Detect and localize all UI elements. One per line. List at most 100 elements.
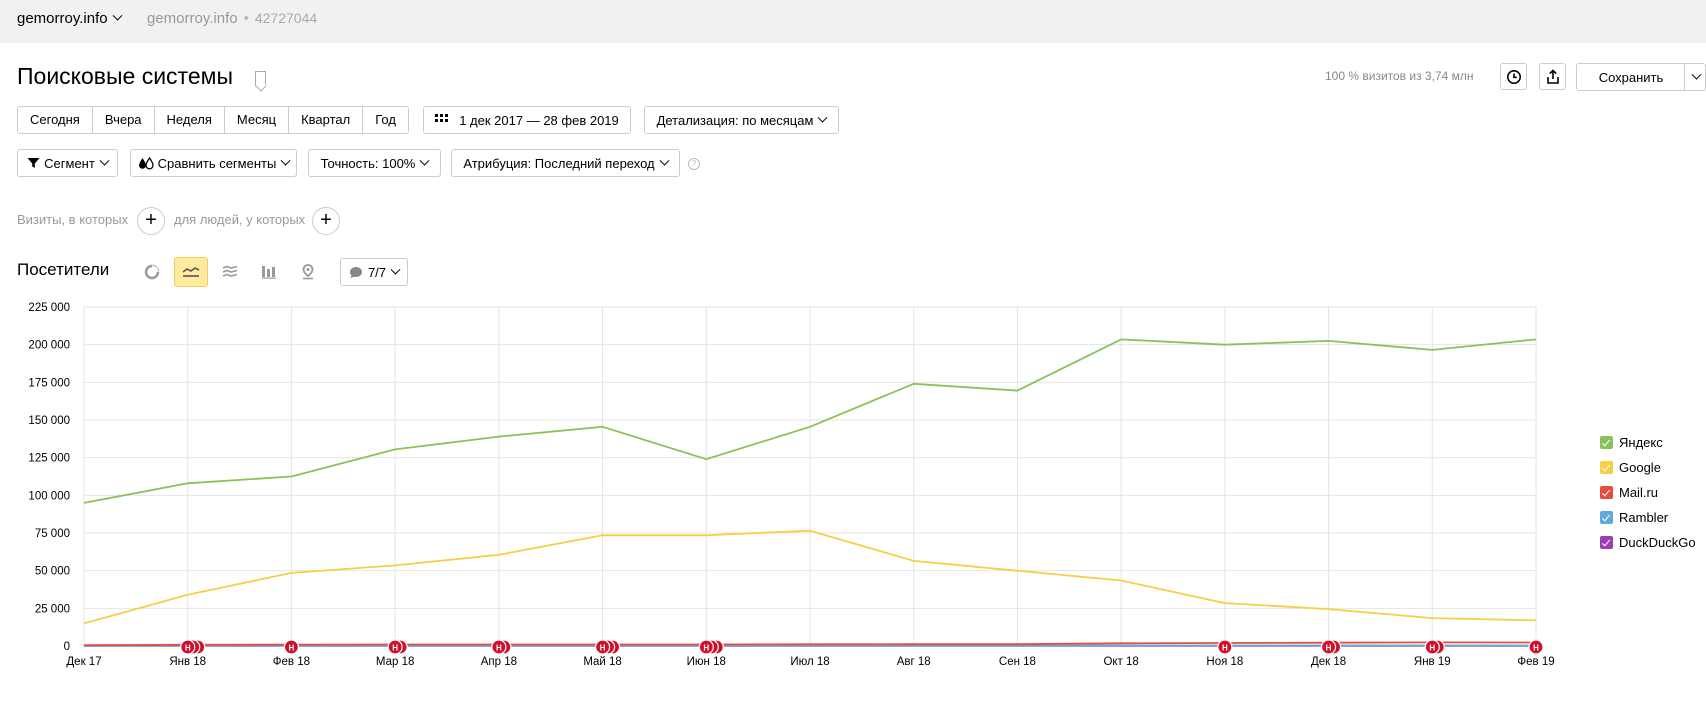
annotation-label: Н [289,644,295,653]
y-tick-label: 25 000 [35,603,70,615]
x-tick-label: Авг 18 [897,656,931,668]
x-tick-label: Фев 19 [1517,656,1554,668]
x-tick-label: Дек 18 [1311,656,1346,668]
clock-icon [1506,69,1521,84]
chevron-down-icon [390,264,401,275]
chevron-down-icon [419,155,430,166]
annotation-label: Н [1533,644,1539,653]
annotation-label: Н [600,644,606,653]
period-today[interactable]: Сегодня [18,107,93,133]
y-tick-label: 175 000 [28,377,70,389]
y-tick-label: 125 000 [28,453,70,465]
segment-dropdown[interactable]: Сегмент [17,149,118,177]
annotation-label: Н [1326,644,1332,653]
period-quarter[interactable]: Квартал [289,107,364,133]
add-people-condition-button[interactable]: + [312,207,340,235]
chart-type-line[interactable] [174,257,208,287]
site-selector[interactable]: gemorroy.info [17,10,123,27]
series-line [83,641,1537,647]
legend-item-yandex[interactable]: Яндекс [1600,430,1696,455]
visits-condition-label: Визиты, в которых [17,212,129,227]
series-line [83,338,1537,504]
line-chart-icon [182,267,200,277]
accuracy-dropdown[interactable]: Точность: 100% [308,149,441,177]
legend-item-google[interactable]: Google [1600,455,1696,480]
share-icon [1546,68,1559,84]
x-tick-label: Май 18 [583,656,622,668]
compare-icon [138,156,154,169]
period-yesterday[interactable]: Вчера [93,107,155,133]
x-tick-label: Июл 18 [790,656,829,668]
y-tick-label: 150 000 [28,415,70,427]
chart-type-area[interactable] [213,257,247,287]
export-button[interactable] [1539,63,1566,90]
x-tick-label: Июн 18 [687,656,726,668]
site-info: gemorroy.info • 42727044 [147,10,317,27]
detail-dropdown[interactable]: Детализация: по месяцам [644,106,839,134]
annotation-label: Н [392,644,398,653]
y-tick-label: 225 000 [28,302,70,314]
compare-label: Сравнить сегменты [157,155,277,171]
annotation-marker [1320,639,1337,655]
site-name: gemorroy.info [17,10,108,27]
period-year[interactable]: Год [375,112,396,127]
separator-dot: • [243,10,249,27]
chart-section-title: Посетители [17,260,110,279]
annotation-marker [594,639,611,655]
checkbox-icon [1600,511,1613,524]
period-week[interactable]: Неделя [155,107,225,133]
compare-segments-dropdown[interactable]: Сравнить сегменты [130,149,297,177]
legend-item-duckduckgo[interactable]: DuckDuckGo [1600,530,1696,555]
chart-type-bar[interactable] [252,257,286,287]
chevron-down-icon [659,155,670,166]
legend-label: Mail.ru [1619,485,1659,500]
x-tick-label: Янв 19 [1414,656,1451,668]
checkbox-icon [1600,461,1613,474]
chevron-down-icon [817,112,828,123]
period-selector: Сегодня Вчера Неделя Месяц Квартал Год [17,106,409,134]
filter-icon [27,158,40,168]
checkbox-icon [1600,536,1613,549]
chevron-down-icon [99,155,110,166]
annotation-marker [387,639,403,655]
annotation-marker [1217,639,1233,655]
counter-id: 42727044 [254,10,318,26]
date-range-picker[interactable]: 1 дек 2017 — 28 фев 2019 [423,106,631,134]
legend-item-rambler[interactable]: Rambler [1600,505,1696,530]
save-menu-button[interactable] [1684,63,1706,91]
x-tick-label: Фев 18 [273,656,310,668]
chevron-down-icon [112,10,123,21]
chevron-down-icon [1691,69,1701,80]
y-tick-label: 50 000 [35,566,70,578]
comment-icon [349,266,362,278]
y-tick-label: 100 000 [28,490,70,502]
series-selector[interactable]: 7/7 [340,258,408,286]
x-tick-label: Мар 18 [376,656,415,668]
y-tick-label: 75 000 [35,528,70,540]
series-counter: 7/7 [367,264,387,280]
bar-chart-icon [262,266,276,279]
period-month[interactable]: Месяц [225,107,290,133]
series-line [83,529,1537,625]
chart-legend: Яндекс Google Mail.ru Rambler DuckDuckGo [1600,430,1696,555]
x-tick-label: Апр 18 [481,656,517,668]
attribution-dropdown[interactable]: Атрибуция: Последний переход [451,149,680,177]
bookmark-icon[interactable] [255,71,266,86]
top-bar: gemorroy.info gemorroy.info • 42727044 [0,0,1706,43]
x-tick-label: Окт 18 [1103,656,1138,668]
x-tick-label: Ноя 18 [1206,656,1243,668]
help-icon[interactable]: ? [688,158,700,170]
history-button[interactable] [1500,63,1527,90]
chart-type-pie[interactable] [135,257,169,287]
chart-type-map[interactable] [291,257,325,287]
attribution-label: Атрибуция: Последний переход [463,155,655,171]
legend-label: DuckDuckGo [1619,535,1696,550]
add-visit-condition-button[interactable]: + [137,207,165,235]
save-button[interactable]: Сохранить [1576,63,1686,91]
x-tick-label: Дек 17 [66,656,101,668]
site-name-secondary: gemorroy.info [147,10,238,27]
detail-label: Детализация: по месяцам [656,112,814,128]
legend-label: Rambler [1619,510,1669,525]
calendar-icon [435,114,449,122]
legend-item-mailru[interactable]: Mail.ru [1600,480,1696,505]
